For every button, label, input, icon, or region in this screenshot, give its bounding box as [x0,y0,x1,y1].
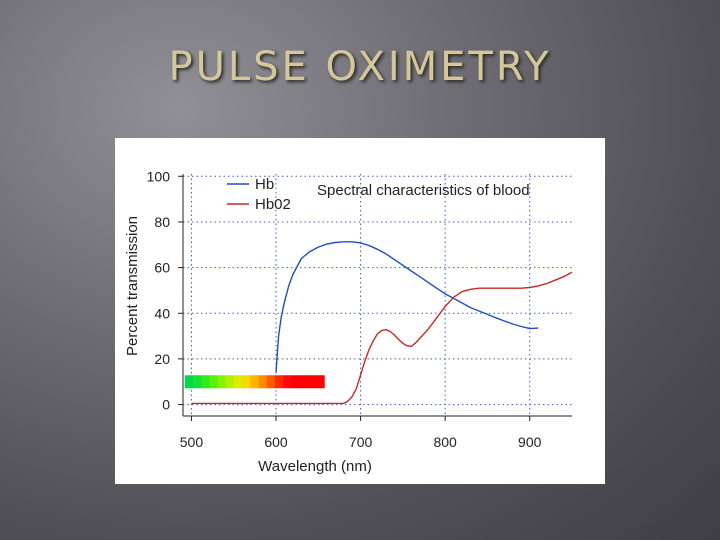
spectrum-bar [184,375,325,389]
tick-labels: 500 600 700 800 900 0 20 40 60 80 100 [147,168,542,450]
x-tick-label-600: 600 [264,434,288,450]
spectrum-segment-15 [307,375,317,389]
legend-label-hb: Hb [255,176,274,193]
y-tick-label-0: 0 [162,397,170,413]
x-axis-label: Wavelength (nm) [258,458,372,475]
series-line-hb [275,241,539,373]
spectrum-segment-13 [291,375,301,389]
x-tick-label-900: 900 [518,434,542,450]
x-tick-label-700: 700 [349,434,373,450]
slide-title: PULSE OXIMETRY [168,44,552,90]
legend: Hb Hb02 [227,176,291,213]
spectrum-segment-2 [201,375,210,389]
y-tick-label-20: 20 [154,351,170,367]
chart-frame: 500 600 700 800 900 0 20 40 60 80 100 Wavelength (… [115,138,605,484]
spectrum-segment-7 [242,375,251,389]
x-tick-label-800: 800 [433,434,457,450]
legend-label-hbo2: Hb02 [255,196,291,213]
spectrum-segment-8 [250,375,260,389]
spectral-chart: 500 600 700 800 900 0 20 40 60 80 100 Wavelength (… [124,168,573,475]
axes-layer [178,174,572,421]
chart-annotation: Spectral characteristics of blood [317,182,530,199]
spectrum-segment-12 [283,375,292,389]
y-tick-label-40: 40 [154,305,170,321]
y-axis-label: Percent transmission [124,216,141,356]
series-layer [191,241,573,405]
spectrum-segment-0 [184,375,194,389]
grid-layer [183,174,572,416]
spectrum-segment-1 [192,375,202,389]
series-line-hbo2 [191,271,573,405]
y-tick-label-100: 100 [147,168,171,184]
spectrum-segment-10 [266,375,276,389]
spectrum-segment-6 [233,375,243,389]
spectrum-segment-16 [316,375,325,389]
spectrum-segment-5 [225,375,235,389]
y-tick-label-60: 60 [154,260,170,276]
y-tick-label-80: 80 [154,214,170,230]
spectrum-segment-4 [217,375,227,389]
spectrum-segment-3 [209,375,219,389]
spectrum-segment-14 [299,375,309,389]
spectrum-segment-11 [274,375,284,389]
spectrum-segment-9 [258,375,268,389]
x-tick-label-500: 500 [180,434,204,450]
